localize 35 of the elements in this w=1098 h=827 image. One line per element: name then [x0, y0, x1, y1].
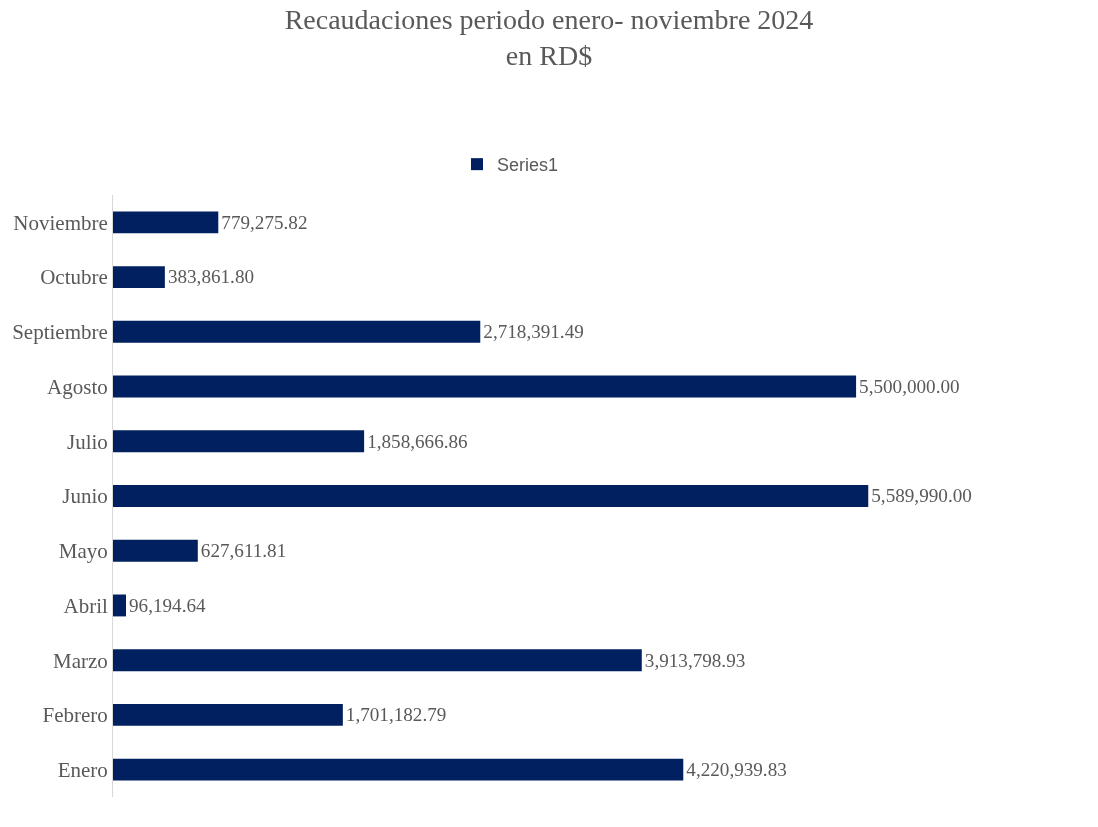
bar: [113, 266, 165, 289]
data-label: 1,701,182.79: [345, 704, 447, 726]
bar: [113, 539, 198, 562]
y-tick-label: Abril: [63, 593, 108, 618]
y-tick-label: Marzo: [52, 648, 108, 673]
data-label: 383,861.80: [167, 266, 255, 288]
bar: [113, 758, 684, 781]
y-tick-label: Agosto: [47, 374, 108, 399]
data-label: 4,220,939.83: [686, 759, 787, 781]
data-label: 627,611.81: [200, 540, 287, 562]
legend-label: Series1: [497, 155, 559, 176]
y-tick-label: Mayo: [58, 539, 108, 564]
chart-title: Recaudaciones periodo enero- noviembre 2024 en RD$: [284, 3, 814, 72]
bar: [113, 703, 343, 726]
data-label: 3,913,798.93: [644, 649, 746, 671]
data-label: 96,194.64: [129, 594, 207, 616]
y-tick-label: Noviembre: [13, 210, 108, 235]
data-label: 2,718,391.49: [483, 321, 584, 343]
bar: [113, 430, 365, 453]
bar: [113, 485, 869, 507]
data-label: 5,589,990.00: [871, 485, 972, 507]
data-label: 1,858,666.86: [367, 430, 468, 452]
bar: [113, 375, 857, 398]
y-tick-label: Enero: [57, 757, 108, 782]
y-tick-label: Febrero: [42, 703, 108, 728]
data-label: 5,500,000.00: [859, 375, 960, 397]
bar: [113, 211, 219, 234]
y-tick-label: Junio: [62, 484, 108, 509]
bar: [113, 320, 481, 343]
bar: [113, 649, 642, 672]
y-tick-label: Julio: [66, 429, 108, 454]
bar: [113, 594, 126, 617]
y-tick-label: Septiembre: [12, 320, 108, 345]
data-label: 779,275.82: [221, 211, 308, 233]
y-tick-label: Octubre: [40, 265, 108, 290]
